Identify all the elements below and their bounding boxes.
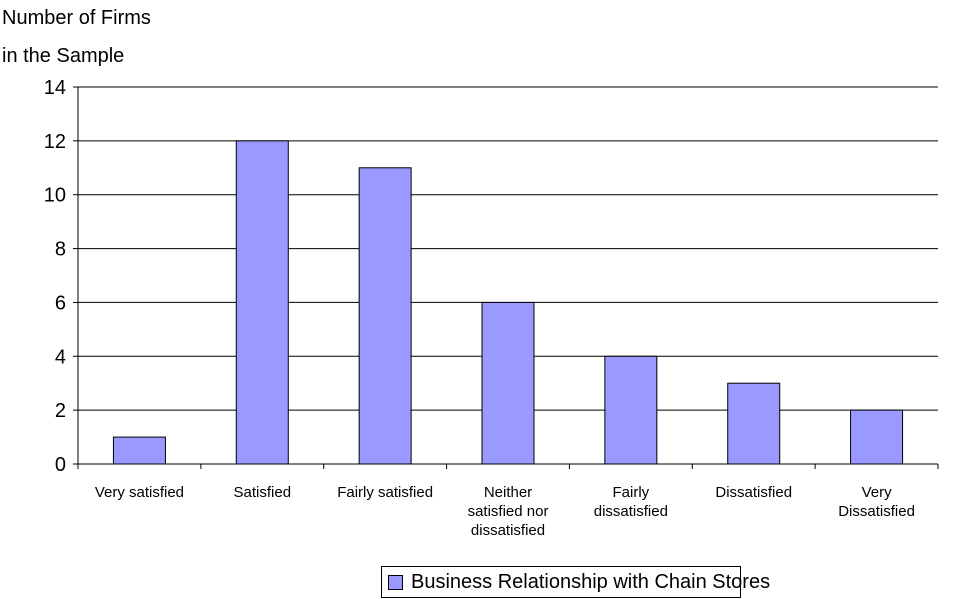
x-tick-label-line: Satisfied (234, 484, 292, 501)
bar-0 (112, 436, 166, 465)
x-tick-label-line: satisfied nor (468, 503, 549, 520)
x-tick-label-line: Fairly (613, 484, 650, 501)
y-tick-label-1: 2 (55, 400, 66, 422)
x-tick-label-line: Dissatisfied (715, 484, 792, 501)
x-tick-label-6: Very Dissatisfied (838, 484, 915, 520)
y-tick-label-6: 12 (44, 131, 66, 153)
bar-2 (358, 167, 412, 465)
x-tick-label-3: Neither satisfied nor dissatisfied (468, 484, 549, 539)
y-tick-label-7: 14 (44, 77, 66, 99)
x-tick-label-4: Fairly dissatisfied (594, 484, 668, 520)
y-tick-label-2: 4 (55, 346, 66, 368)
y-axis-label-line-1: Number of Firms (2, 7, 151, 29)
x-tick-label-5: Dissatisfied (715, 484, 792, 501)
x-tick-label-line: Very (862, 484, 893, 501)
chart-legend: Business Relationship with Chain Stores (381, 566, 770, 598)
x-tick-label-line: Fairly satisfied (337, 484, 433, 501)
bar-5 (727, 382, 781, 465)
legend-label: Business Relationship with Chain Stores (411, 570, 771, 593)
y-tick-label-5: 10 (44, 185, 66, 207)
bar-1 (235, 140, 289, 465)
x-tick-label-line: Dissatisfied (838, 503, 915, 520)
legend-swatch (388, 574, 403, 590)
x-tick-label-line: Neither (484, 484, 532, 501)
x-tick-label-line: dissatisfied (471, 522, 545, 539)
x-tick-label-line: Very satisfied (95, 484, 184, 501)
y-tick-label-3: 6 (55, 292, 66, 314)
y-axis-label-line-2: in the Sample (2, 45, 125, 67)
x-tick-label-2: Fairly satisfied (337, 484, 433, 501)
x-tick-label-1: Satisfied (234, 484, 292, 501)
bar-chart: 0 2 4 6 8 10 12 14 Very satisfied Satisfied Fairly… (44, 77, 939, 539)
y-tick-label-4: 8 (55, 239, 66, 261)
bar-3 (481, 301, 535, 465)
bar-4 (604, 355, 658, 465)
x-tick-label-0: Very satisfied (95, 484, 184, 501)
y-tick-label-0: 0 (55, 454, 66, 476)
x-tick-label-line: dissatisfied (594, 503, 668, 520)
bar-6 (850, 409, 904, 465)
